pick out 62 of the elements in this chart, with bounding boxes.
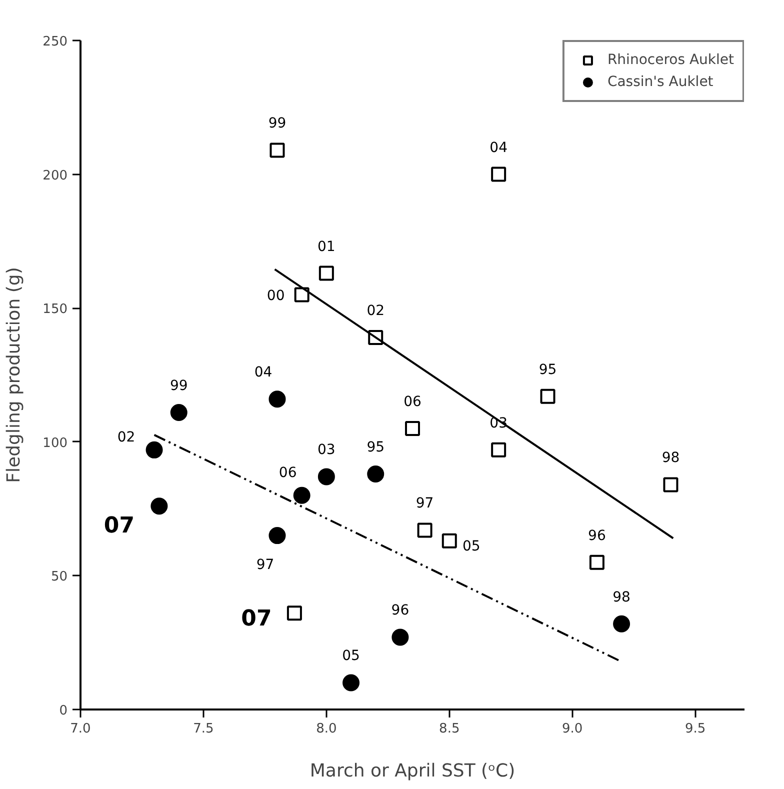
point bbox=[342, 674, 360, 692]
point bbox=[268, 390, 286, 408]
y-tick-label: 200 bbox=[42, 168, 68, 184]
point bbox=[405, 421, 420, 436]
annotation: 98 bbox=[612, 589, 630, 606]
y-tick-label: 100 bbox=[42, 436, 68, 451]
point bbox=[613, 615, 630, 632]
point bbox=[293, 486, 310, 504]
annotation: 05 bbox=[342, 648, 360, 664]
annotation: 06 bbox=[404, 394, 422, 410]
annotation: 06 bbox=[278, 464, 297, 481]
point bbox=[392, 628, 409, 646]
point bbox=[146, 441, 163, 458]
point bbox=[367, 466, 384, 482]
annotation: 02 bbox=[366, 303, 385, 320]
annotation: 98 bbox=[662, 450, 680, 466]
legend-label: Cassin's Auklet bbox=[607, 74, 714, 90]
point bbox=[491, 442, 506, 458]
y-tick-label: 250 bbox=[42, 34, 68, 50]
annotation: 01 bbox=[318, 238, 336, 255]
y-axis-title: Fledgling production (g) bbox=[4, 267, 25, 483]
point bbox=[270, 142, 285, 158]
annotation: 03 bbox=[318, 442, 336, 458]
legend-label: Rhinoceros Auklet bbox=[607, 52, 734, 68]
point bbox=[442, 533, 457, 548]
y-tick-label: 150 bbox=[42, 302, 68, 318]
annotation: 97 bbox=[256, 557, 274, 574]
annotation: 99 bbox=[170, 378, 188, 394]
x-tick-label: 9.5 bbox=[684, 722, 706, 736]
annotation: 02 bbox=[117, 429, 136, 446]
annotation: 07 bbox=[104, 514, 135, 539]
x-axis-title: March or April SST (ᵒC) bbox=[310, 760, 516, 782]
annotation: 04 bbox=[490, 140, 508, 156]
point bbox=[318, 468, 335, 486]
point bbox=[170, 404, 188, 421]
annotation: 96 bbox=[391, 602, 410, 619]
x-tick-label: 9.0 bbox=[562, 722, 583, 736]
annotation: 07 bbox=[241, 606, 272, 632]
y-tick-label: 50 bbox=[50, 570, 68, 585]
annotation: 96 bbox=[588, 528, 606, 544]
point bbox=[268, 527, 286, 544]
x-tick-label: 7.0 bbox=[70, 722, 91, 736]
annotation: 00 bbox=[266, 288, 285, 304]
point bbox=[286, 606, 302, 621]
annotation: 05 bbox=[462, 538, 480, 554]
point bbox=[318, 266, 334, 281]
x-tick-label: 7.5 bbox=[193, 722, 214, 736]
point bbox=[294, 287, 310, 302]
point bbox=[417, 522, 432, 538]
annotation: 04 bbox=[254, 364, 272, 381]
annotation: 95 bbox=[538, 362, 557, 378]
point bbox=[150, 498, 168, 515]
x-tick-label: 8.0 bbox=[316, 722, 337, 736]
annotation: 95 bbox=[366, 440, 385, 456]
annotation: 99 bbox=[268, 116, 286, 132]
point bbox=[589, 554, 604, 570]
y-tick-label: 0 bbox=[59, 704, 68, 718]
x-tick-label: 8.5 bbox=[439, 722, 460, 736]
point bbox=[540, 388, 556, 404]
point bbox=[491, 166, 506, 182]
annotation: 97 bbox=[416, 496, 434, 512]
point bbox=[663, 477, 678, 492]
